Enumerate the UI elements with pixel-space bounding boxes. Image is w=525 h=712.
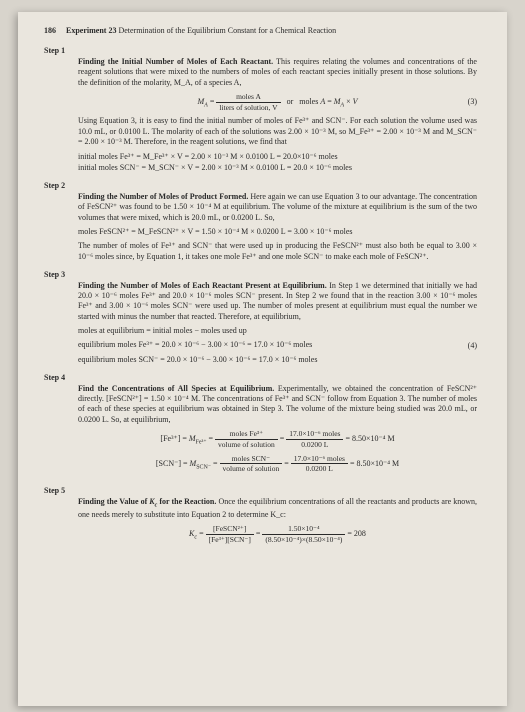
equation-4: equilibrium moles Fe³⁺ = 20.0 × 10⁻⁶ − 3… [78,340,477,350]
step-4: Step 4 Find the Concentrations of All Sp… [44,373,481,478]
scn-conc: [SCN⁻] = MSCN⁻ = moles SCN⁻volume of sol… [78,454,477,475]
step-title: Finding the Initial Number of Moles of E… [78,57,273,66]
step-3: Step 3 Finding the Number of Moles of Ea… [44,270,481,365]
step-1: Step 1 Finding the Initial Number of Mol… [44,46,481,173]
step-label: Step 2 [44,181,78,191]
step-label: Step 1 [44,46,78,56]
step1-calc1: initial moles Fe³⁺ = M_Fe³⁺ × V = 2.00 ×… [78,152,477,162]
step-label: Step 5 [44,486,78,496]
experiment-label: Experiment 23 [66,26,116,35]
step-title: Finding the Number of Moles of Product F… [78,192,248,201]
step-title: Finding the Number of Moles of Each Reac… [78,281,327,290]
eq-number: (3) [468,97,477,107]
experiment-title: Determination of the Equilibrium Constan… [118,26,336,35]
page-number: 186 [44,26,56,35]
step2-calc: moles FeSCN²⁺ = M_FeSCN²⁺ × V = 1.50 × 1… [78,227,477,237]
page-header: 186 Experiment 23 Determination of the E… [44,26,481,36]
step-title: Find the Concentrations of All Species a… [78,384,274,393]
eq3-right: moles A = MA × V [299,97,357,106]
fe-conc: [Fe³⁺] = MFe³⁺ = moles Fe³⁺volume of sol… [78,429,477,450]
step3-calc3: equilibrium moles SCN⁻ = 20.0 × 10⁻⁶ − 3… [78,355,477,365]
step2-p2: The number of moles of Fe³⁺ and SCN⁻ tha… [78,241,477,262]
equation-3: MA = moles Aliters of solution, V or mol… [78,92,477,113]
kc-eq: Kc = [FeSCN²⁺][Fe³⁺][SCN⁻] = 1.50×10⁻⁴(8… [78,524,477,545]
step3-calc1: moles at equilibrium = initial moles − m… [78,326,477,336]
step1-calc2: initial moles SCN⁻ = M_SCN⁻ × V = 2.00 ×… [78,163,477,173]
step1-p2: Using Equation 3, it is easy to find the… [78,116,477,147]
textbook-page: 186 Experiment 23 Determination of the E… [18,12,507,706]
eq-number: (4) [468,340,477,350]
step-2: Step 2 Finding the Number of Moles of Pr… [44,181,481,262]
step-title: Finding the Value of Kc for the Reaction… [78,497,216,506]
step-label: Step 3 [44,270,78,280]
step-label: Step 4 [44,373,78,383]
step-5: Step 5 Finding the Value of Kc for the R… [44,486,481,549]
